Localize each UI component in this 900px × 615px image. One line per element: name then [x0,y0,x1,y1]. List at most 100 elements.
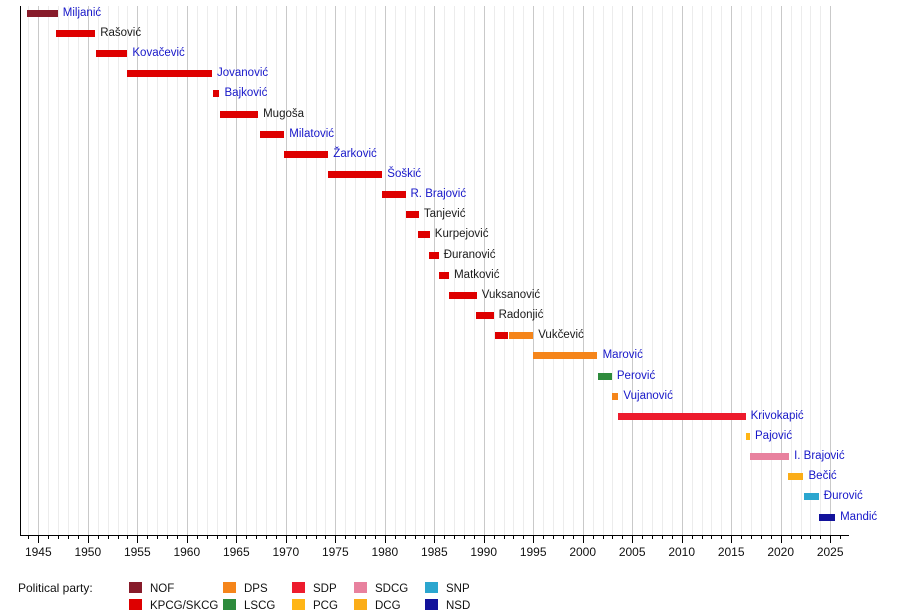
timeline-bar [788,473,804,481]
minor-gridline [295,6,297,535]
legend-label: NOF [150,583,175,595]
legend-swatch [223,582,236,593]
x-tick [830,536,832,543]
person-label: Radonjić [498,309,544,322]
x-tick [681,536,683,543]
person-label: Mugoša [263,107,305,120]
minor-gridline [266,6,267,535]
person-link[interactable]: Žarković [333,147,377,160]
person-link[interactable]: Perović [616,369,656,382]
legend-swatch [129,599,142,610]
timeline-bar [508,332,534,340]
x-tick [236,536,238,543]
major-gridline [632,6,634,535]
major-gridline [681,6,683,535]
x-tick [157,536,159,539]
minor-gridline [394,6,396,535]
minor-gridline [226,6,228,535]
timeline-bar [597,372,612,380]
minor-gridline [741,6,743,535]
minor-gridline [167,6,168,535]
x-tick [513,536,515,539]
major-gridline [582,6,584,535]
x-tick [28,536,30,539]
timeline-bar [95,50,128,58]
x-tick [751,536,752,539]
x-tick [810,536,812,539]
person-link[interactable]: Jovanović [217,67,269,80]
person-link[interactable]: Krivokapić [750,409,804,422]
x-tick-label: 1965 [222,545,250,559]
x-tick [295,536,297,539]
x-tick [473,536,475,539]
minor-gridline [424,6,426,535]
x-tick [553,536,554,539]
minor-gridline [661,6,663,535]
minor-gridline [325,6,327,535]
x-tick [533,536,535,543]
x-tick [493,536,495,539]
person-link[interactable]: Šoškić [387,168,422,180]
minor-gridline [97,6,99,535]
person-link[interactable]: Mandić [840,510,878,523]
x-tick [454,536,456,539]
person-link[interactable]: R. Brajović [410,188,467,201]
person-link[interactable]: Pajović [755,429,793,442]
x-tick [117,536,119,539]
person-link[interactable]: Bajković [224,87,268,100]
legend-swatch [292,599,305,610]
x-tick [632,536,634,543]
minor-gridline [414,6,416,535]
legend-swatch [354,582,367,593]
person-link[interactable]: Miljanić [62,6,102,19]
x-tick [374,536,376,539]
timeline-bar [381,191,406,199]
x-tick [315,536,317,539]
x-tick [592,536,594,539]
person-link[interactable]: Milatović [289,127,335,140]
person-link[interactable]: Kovačević [132,47,185,60]
x-tick [642,536,644,539]
x-tick-label: 2015 [717,545,745,559]
person-link[interactable]: Vujanović [623,389,673,402]
major-gridline [285,6,287,535]
minor-gridline [196,6,198,535]
timeline-bar [476,312,494,320]
x-tick-label: 1995 [519,545,547,559]
x-tick [285,536,287,543]
timeline-bar [284,150,329,158]
timeline-bar [428,251,439,259]
minor-gridline [355,6,357,535]
x-tick [246,536,248,539]
x-tick-label: 1980 [371,545,399,559]
person-label: Matković [454,268,500,281]
major-gridline [186,6,188,535]
x-tick [760,536,762,539]
person-link[interactable]: Bečić [808,470,837,483]
minor-gridline [176,6,178,535]
x-tick [186,536,188,543]
minor-gridline [701,6,703,535]
person-link[interactable]: Marović [602,349,643,362]
x-tick-label: 1955 [123,545,151,559]
x-tick [167,536,168,539]
minor-gridline [513,6,515,535]
person-link[interactable]: I. Brajović [794,450,845,463]
x-tick-label: 2020 [767,545,795,559]
x-tick [543,536,545,539]
minor-gridline [275,6,277,535]
minor-gridline [652,6,653,535]
x-tick [394,536,396,539]
x-tick [48,536,50,539]
x-tick [770,536,772,539]
minor-gridline [374,6,376,535]
person-link[interactable]: Đurović [823,490,863,503]
timeline-bar [532,352,598,360]
x-tick [612,536,614,539]
minor-gridline [68,6,69,535]
minor-gridline [454,6,456,535]
minor-gridline [800,6,802,535]
x-tick [355,536,357,539]
x-tick [691,536,693,539]
x-tick [137,536,139,543]
